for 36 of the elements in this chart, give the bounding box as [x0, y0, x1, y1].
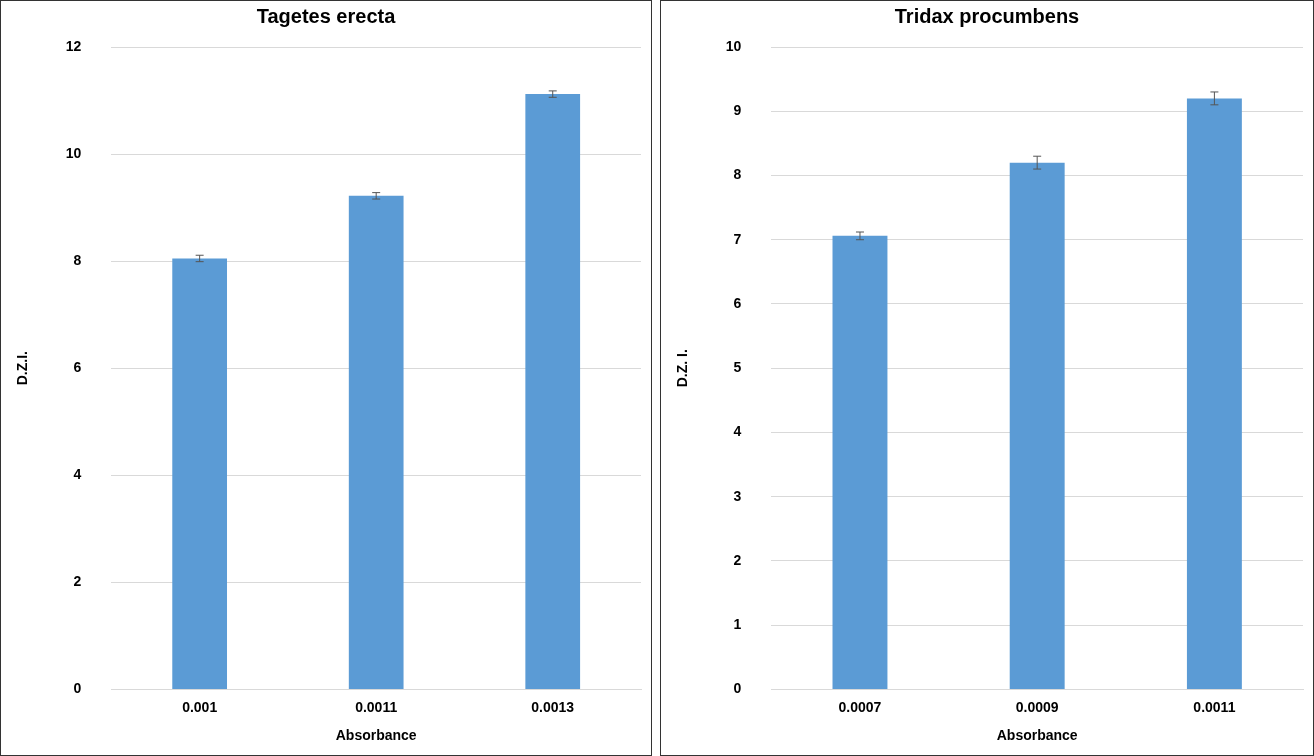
chart-title: Tridax procumbens [894, 4, 1080, 27]
bar [172, 258, 228, 689]
x-tick-label: 0.0013 [531, 698, 575, 715]
x-tick-label: 0.0011 [1193, 698, 1236, 715]
y-tick-label: 6 [733, 294, 742, 311]
x-axis-title: Absorbance [335, 727, 417, 744]
y-tick-label: 3 [733, 487, 742, 504]
y-tick-label: 4 [73, 466, 82, 483]
chart-title: Tagetes erecta [256, 4, 397, 27]
x-tick-label: 0.001 [182, 698, 218, 715]
y-tick-label: 8 [73, 251, 82, 268]
x-tick-label: 0.0011 [355, 698, 398, 715]
y-tick-label: 10 [725, 37, 742, 54]
bar [525, 94, 581, 689]
y-tick-label: 1 [733, 616, 742, 633]
y-tick-label: 2 [733, 551, 742, 568]
bar [348, 195, 404, 689]
y-tick-label: 0 [733, 680, 742, 697]
y-tick-label: 7 [733, 230, 742, 247]
y-tick-label: 12 [65, 37, 82, 54]
bar [1009, 162, 1065, 689]
x-tick-label: 0.0007 [838, 698, 882, 715]
x-tick-label: 0.0009 [1015, 698, 1059, 715]
y-axis-title: D.Z.I. [14, 351, 31, 386]
y-tick-label: 5 [733, 359, 742, 376]
bar [832, 235, 888, 689]
bar [1186, 98, 1242, 689]
y-tick-label: 0 [73, 680, 82, 697]
x-axis-title: Absorbance [996, 727, 1078, 744]
y-tick-label: 4 [733, 423, 742, 440]
y-tick-label: 10 [65, 144, 82, 161]
y-tick-label: 8 [733, 166, 742, 183]
y-tick-label: 6 [73, 359, 82, 376]
y-tick-label: 9 [733, 102, 742, 119]
y-tick-label: 2 [73, 573, 82, 590]
y-axis-title: D.Z. I. [674, 349, 691, 388]
